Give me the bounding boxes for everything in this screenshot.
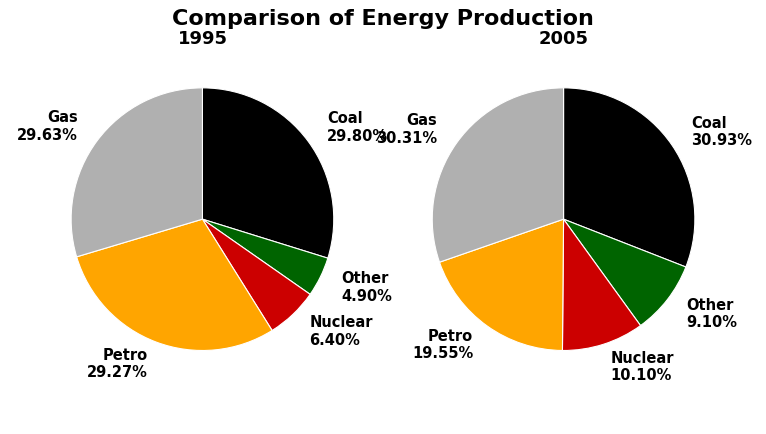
Text: Gas
30.31%: Gas 30.31%: [376, 113, 437, 145]
Wedge shape: [202, 219, 310, 330]
Text: Other
9.10%: Other 9.10%: [686, 298, 737, 330]
Wedge shape: [440, 219, 564, 351]
Title: 2005: 2005: [538, 30, 588, 48]
Wedge shape: [77, 219, 272, 351]
Wedge shape: [202, 88, 334, 258]
Title: 1995: 1995: [178, 30, 228, 48]
Text: Coal
29.80%: Coal 29.80%: [327, 111, 388, 144]
Text: Other
4.90%: Other 4.90%: [342, 271, 392, 303]
Wedge shape: [202, 219, 328, 294]
Text: Comparison of Energy Production: Comparison of Energy Production: [172, 9, 594, 29]
Text: Coal
30.93%: Coal 30.93%: [692, 115, 752, 148]
Wedge shape: [562, 219, 640, 351]
Text: Nuclear
10.10%: Nuclear 10.10%: [611, 351, 674, 383]
Wedge shape: [564, 88, 695, 267]
Wedge shape: [432, 88, 564, 262]
Text: Petro
19.55%: Petro 19.55%: [412, 329, 473, 361]
Text: Nuclear
6.40%: Nuclear 6.40%: [309, 315, 373, 348]
Wedge shape: [71, 88, 202, 257]
Wedge shape: [564, 219, 686, 326]
Text: Petro
29.27%: Petro 29.27%: [87, 348, 148, 380]
Text: Gas
29.63%: Gas 29.63%: [18, 110, 78, 143]
